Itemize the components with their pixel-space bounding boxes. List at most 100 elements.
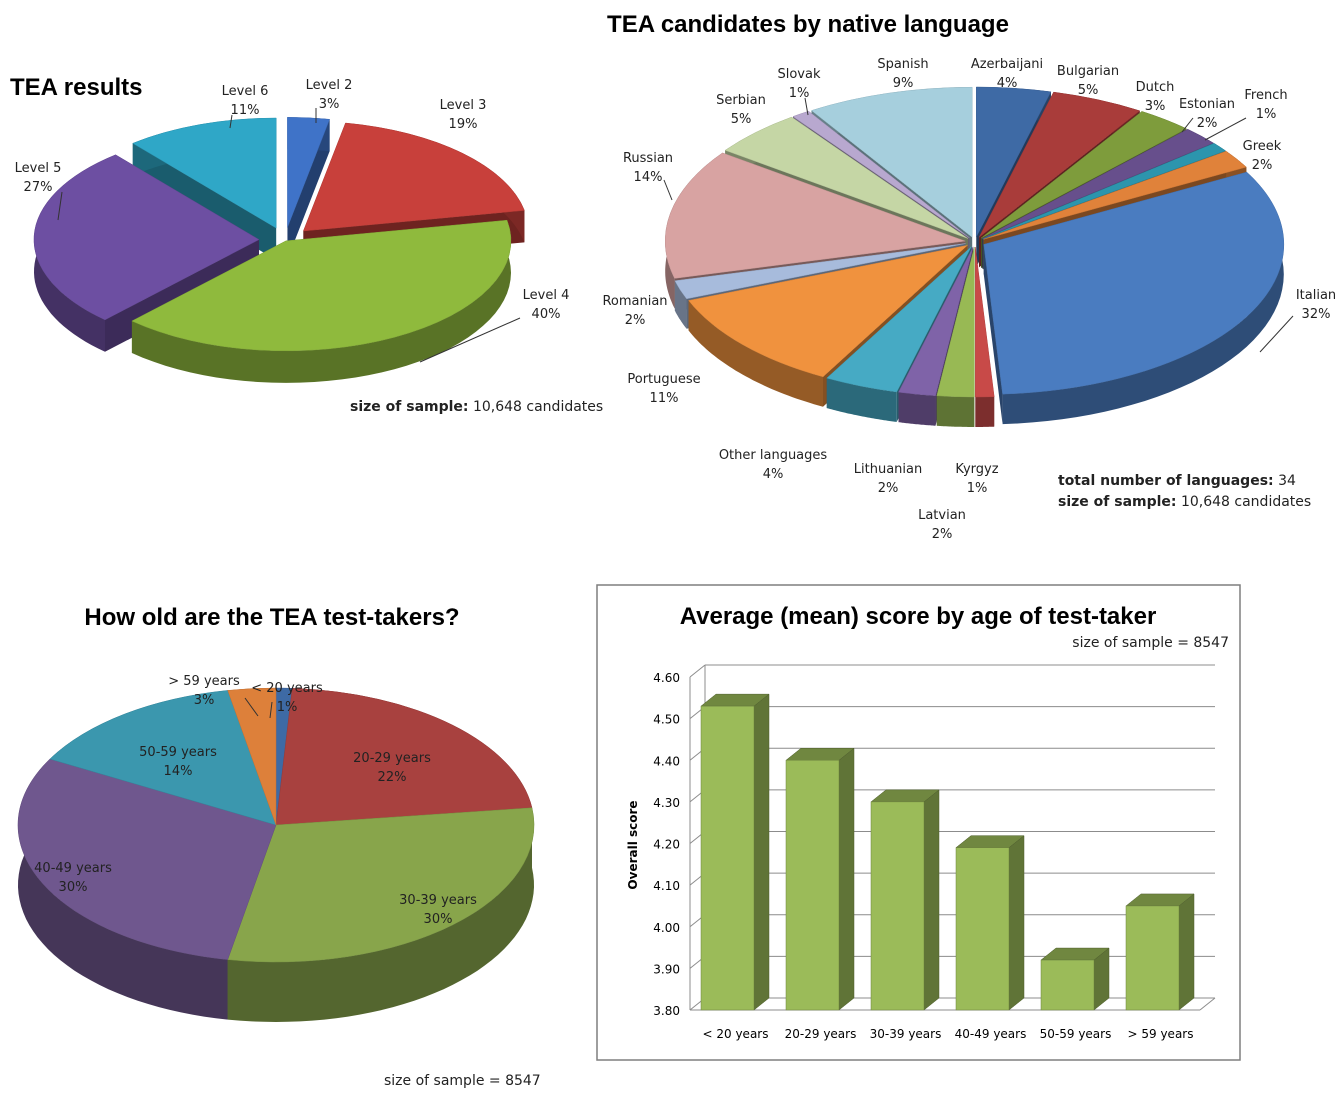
results-label-level-3: Level 3 [440, 98, 487, 113]
lang-leader-french [1204, 117, 1247, 141]
lang-value-portuguese: 11% [650, 391, 679, 406]
results-slice-top-level-6 [132, 117, 277, 229]
lang-slice-top-azerbaijani [976, 86, 1052, 238]
bar-floor-edge [1199, 997, 1216, 1011]
ages-label-50-59-years: 50-59 years [139, 745, 217, 760]
lang-leader-estonian [1181, 117, 1194, 133]
bar-category-label-40-49-years: 40-49 years [955, 1027, 1027, 1041]
lang-label-portuguese: Portuguese [627, 372, 700, 387]
mean-score-chart: Average (mean) score by age of test-take… [596, 584, 1241, 1061]
lang-label-romanian: Romanian [602, 294, 667, 309]
ages-slice-top-20-29-years [275, 688, 533, 826]
ages-label-59-years: > 59 years [168, 674, 240, 689]
languages-count-note: total number of languages: 34 [1058, 473, 1296, 489]
lang-slice-top-portuguese [688, 244, 969, 378]
ages-label-30-39-years: 30-39 years [399, 893, 477, 908]
ages-value-20-29-years: 22% [378, 770, 407, 785]
languages-chart: TEA candidates by native language Azerba… [602, 11, 1336, 542]
lang-label-bulgarian: Bulgarian [1057, 64, 1119, 79]
bar-grid-diag [689, 664, 706, 678]
results-label-level-5: Level 5 [15, 161, 62, 176]
results-title: TEA results [10, 74, 142, 101]
lang-label-latvian: Latvian [918, 508, 966, 523]
ages-chart: How old are the TEA test-takers? < 20 ye… [17, 604, 541, 1089]
ages-value-30-39-years: 30% [424, 912, 453, 927]
bar-ytick-label: 4.50 [653, 713, 680, 727]
bar-ytick-label: 4.20 [653, 838, 680, 852]
ages-value-50-59-years: 14% [164, 764, 193, 779]
bar-40-49-years [955, 835, 1025, 1011]
lang-slice-top-lithuanian [898, 246, 974, 396]
bar-ytick-label: 3.90 [653, 962, 680, 976]
lang-value-italian: 32% [1302, 307, 1331, 322]
lang-slice-top-romanian [674, 243, 966, 300]
bar-20-29-years [785, 747, 855, 1011]
results-value-level-3: 19% [449, 117, 478, 132]
lang-slice-top-italian [983, 171, 1285, 395]
results-slice-top-level-4 [131, 219, 512, 352]
lang-leader-italian [1259, 315, 1294, 353]
lang-value-azerbaijani: 4% [997, 76, 1018, 91]
lang-slice-top-other-languages [826, 246, 972, 393]
languages-note2-bold: size of sample: [1058, 494, 1177, 510]
bar-chart-ylabel: Overall score [626, 800, 640, 889]
results-slice-top-level-5 [33, 154, 260, 321]
results-value-level-4: 40% [532, 307, 561, 322]
lang-value-greek: 2% [1252, 158, 1273, 173]
lang-label-russian: Russian [623, 151, 673, 166]
results-value-level-6: 11% [231, 103, 260, 118]
bar-category-label-20-years: < 20 years [703, 1027, 769, 1041]
results-label-level-2: Level 2 [306, 78, 353, 93]
lang-slice-top-russian [664, 152, 966, 279]
results-value-level-5: 27% [24, 180, 53, 195]
ages-value-40-49-years: 30% [59, 880, 88, 895]
ages-label-20-years: < 20 years [251, 681, 323, 696]
ages-leader-59-years [244, 697, 259, 717]
ages-label-40-49-years: 40-49 years [34, 861, 112, 876]
lang-value-serbian: 5% [731, 112, 752, 127]
bar-chart-title: Average (mean) score by age of test-take… [680, 603, 1157, 630]
lang-value-other-languages: 4% [763, 467, 784, 482]
languages-note1-text: 34 [1278, 473, 1296, 489]
lang-value-kyrgyz: 1% [967, 481, 988, 496]
ages-value-59-years: 3% [194, 693, 215, 708]
languages-sample-note: size of sample: 10,648 candidates [1058, 494, 1311, 510]
ages-label-20-29-years: 20-29 years [353, 751, 431, 766]
results-value-level-2: 3% [319, 97, 340, 112]
bar-ytick-label: 4.60 [653, 671, 680, 685]
lang-slice-top-latvian [936, 246, 975, 398]
lang-value-latvian: 2% [932, 527, 953, 542]
results-slice-top-level-2 [287, 117, 330, 228]
bar-ytick-label: 4.30 [653, 796, 680, 810]
lang-label-italian: Italian [1296, 288, 1336, 303]
lang-label-other-languages: Other languages [719, 448, 828, 463]
bar-ytick-label: 4.40 [653, 754, 680, 768]
results-slice-top-level-3 [303, 122, 525, 232]
lang-value-dutch: 3% [1145, 99, 1166, 114]
lang-slice-top-dutch [980, 111, 1188, 239]
lang-slice-top-serbian [724, 116, 969, 239]
ages-slice-top-40-49-years [17, 758, 277, 960]
lang-label-french: French [1244, 88, 1287, 103]
bar-chart-subtitle: size of sample = 8547 [1072, 635, 1229, 651]
languages-note1-bold: total number of languages: [1058, 473, 1274, 489]
lang-label-greek: Greek [1243, 139, 1282, 154]
lang-label-dutch: Dutch [1136, 80, 1175, 95]
ages-leader-20-years [269, 701, 273, 719]
results-pie: Level 2 3% Level 3 19% Level 4 40% Level 5 27% L… [15, 78, 570, 383]
lang-slice-top-estonian [982, 128, 1214, 239]
lang-slice-top-french [982, 143, 1227, 240]
bar-ytick-label: 4.00 [653, 921, 680, 935]
lang-label-estonian: Estonian [1179, 97, 1235, 112]
bar-category-label-59-years: > 59 years [1128, 1027, 1194, 1041]
results-note-bold: size of sample: [350, 399, 469, 415]
lang-value-spanish: 9% [893, 76, 914, 91]
results-label-level-4: Level 4 [523, 288, 570, 303]
bar-20-years [700, 693, 770, 1011]
ages-slice-top-50-59-years [49, 690, 277, 826]
results-sample-note: size of sample: 10,648 candidates [350, 399, 603, 415]
lang-label-lithuanian: Lithuanian [854, 462, 922, 477]
results-label-level-6: Level 6 [222, 84, 269, 99]
bar-category-label-30-39-years: 30-39 years [870, 1027, 942, 1041]
